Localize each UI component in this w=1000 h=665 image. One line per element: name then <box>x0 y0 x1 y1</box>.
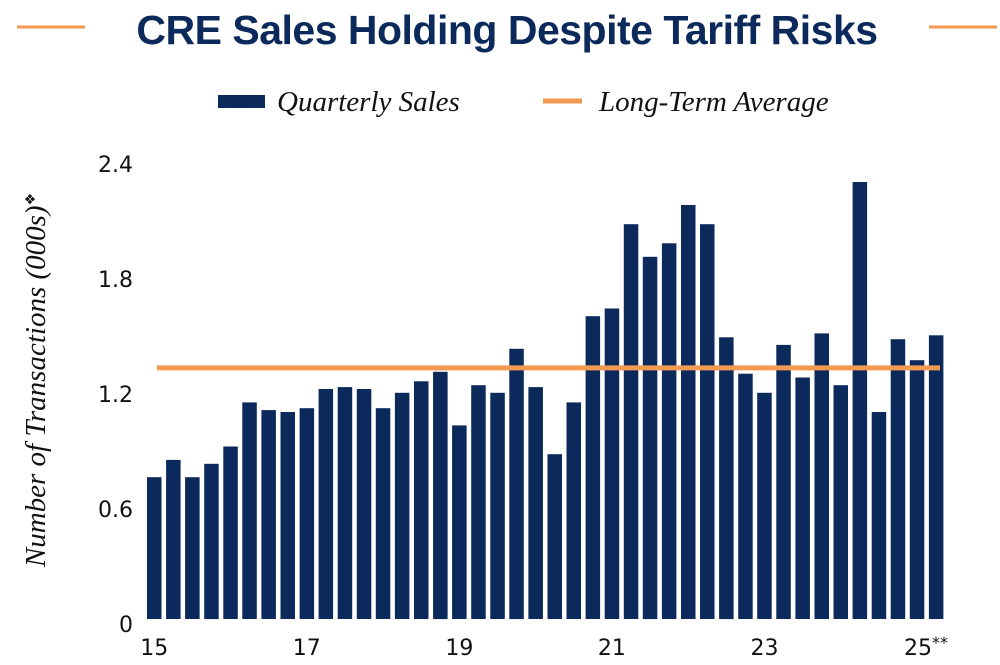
legend-swatch-quarterly-sales <box>218 95 265 108</box>
bar-15Q2 <box>166 459 181 619</box>
legend: Quarterly Sales Long-Term Average <box>218 86 829 118</box>
bar-25Q1 <box>909 360 925 619</box>
bar-24Q2 <box>852 182 868 619</box>
bar-22Q3 <box>719 337 734 620</box>
x-axis-ticks: 15 17 19 21 23 25** <box>140 633 948 661</box>
legend-label-quarterly-sales: Quarterly Sales <box>277 86 460 118</box>
bar-17Q1 <box>299 408 315 619</box>
bar-16Q2 <box>242 402 257 619</box>
x-tick-year: 25 <box>904 636 932 661</box>
bar-19Q3 <box>490 392 505 619</box>
legend-label-long-term-average: Long-Term Average <box>598 86 829 118</box>
bar-23Q2 <box>776 344 791 619</box>
y-tick-label: 1.8 <box>98 268 133 293</box>
bar-18Q2 <box>394 392 410 619</box>
bar-24Q3 <box>871 412 887 619</box>
bar-24Q4 <box>890 339 906 619</box>
bar-18Q1 <box>375 408 391 619</box>
bar-16Q4 <box>280 412 295 619</box>
bar-15Q1 <box>147 477 162 619</box>
bar-23Q4 <box>814 333 829 619</box>
bar-21Q1 <box>604 308 620 619</box>
x-tick-label: 25** <box>904 633 948 661</box>
bar-24Q1 <box>833 385 848 619</box>
x-tick-label: 21 <box>598 636 626 661</box>
bar-22Q2 <box>700 224 715 619</box>
bar-20Q3 <box>566 402 581 619</box>
x-tick-label: 19 <box>445 636 473 661</box>
y-axis-title: Number of Transactions (000s)❖ <box>20 193 52 568</box>
bar-25Q2 <box>928 335 944 619</box>
bar-series-quarterly-sales <box>147 182 944 620</box>
y-axis-ticks: 0 0.6 1.2 1.8 2.4 <box>98 153 133 638</box>
bar-19Q4 <box>509 348 524 620</box>
bar-17Q2 <box>318 389 334 619</box>
bar-22Q1 <box>681 205 696 619</box>
chart-title: CRE Sales Holding Despite Tariff Risks <box>136 7 877 53</box>
y-axis-title-marker: ❖ <box>24 193 39 206</box>
x-tick-label: 15 <box>140 636 168 661</box>
bar-19Q1 <box>452 425 467 619</box>
bar-17Q4 <box>356 389 372 619</box>
bar-19Q2 <box>471 385 486 619</box>
bar-23Q1 <box>757 392 772 619</box>
bar-18Q3 <box>414 381 429 619</box>
bar-15Q4 <box>204 463 219 620</box>
y-tick-label: 0 <box>119 613 133 638</box>
bar-21Q3 <box>642 256 658 620</box>
bar-15Q3 <box>185 477 200 619</box>
bar-20Q2 <box>547 454 562 619</box>
bar-20Q4 <box>585 316 601 619</box>
y-tick-label: 0.6 <box>98 498 133 523</box>
x-tick-footnote-marker: ** <box>932 633 948 652</box>
bar-18Q4 <box>433 371 448 620</box>
y-tick-label: 2.4 <box>98 153 133 178</box>
y-tick-label: 1.2 <box>98 383 133 408</box>
bar-16Q3 <box>261 410 276 619</box>
y-axis-title-text: Number of Transactions (000s) <box>20 205 52 568</box>
x-tick-label: 17 <box>293 636 321 661</box>
bar-16Q1 <box>223 446 238 619</box>
bar-21Q4 <box>661 243 677 620</box>
bar-20Q1 <box>528 387 543 619</box>
bar-21Q2 <box>623 224 639 619</box>
x-tick-label: 23 <box>750 636 778 661</box>
bar-17Q3 <box>337 387 353 619</box>
bar-22Q4 <box>738 373 753 619</box>
bar-23Q3 <box>795 377 810 619</box>
